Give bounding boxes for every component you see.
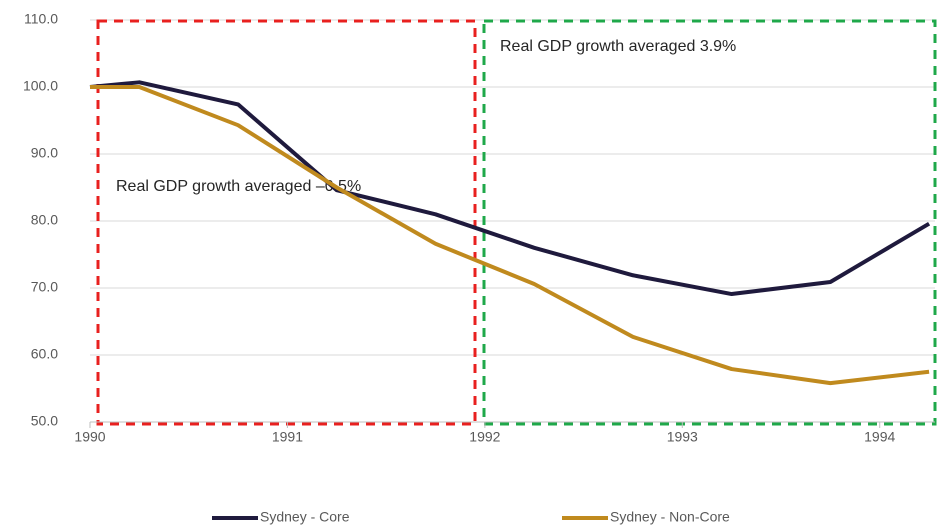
x-tick-label: 1990 — [74, 429, 105, 445]
y-tick-label: 80.0 — [31, 212, 58, 228]
x-tick-label: 1994 — [864, 429, 895, 445]
y-tick-label: 90.0 — [31, 145, 58, 161]
x-tick-label: 1992 — [469, 429, 500, 445]
y-tick-label: 60.0 — [31, 346, 58, 362]
grid — [90, 19, 935, 423]
x-tick-label: 1993 — [667, 429, 698, 445]
growth-box — [482, 19, 937, 426]
y-tick-label: 70.0 — [31, 279, 58, 295]
legend-label: Sydney - Non-Core — [610, 509, 730, 525]
legend-label: Sydney - Core — [260, 509, 350, 525]
y-tick-label: 110.0 — [24, 11, 58, 27]
series-line — [90, 85, 930, 386]
y-tick-label: 100.0 — [23, 78, 58, 94]
annotation: Real GDP growth averaged –0.5% — [116, 178, 361, 195]
series-line — [89, 80, 931, 297]
x-tick-label: 1991 — [272, 429, 303, 445]
annotation: Real GDP growth averaged 3.9% — [500, 38, 736, 55]
y-tick-label: 50.0 — [31, 413, 58, 429]
recession-box — [96, 19, 477, 426]
